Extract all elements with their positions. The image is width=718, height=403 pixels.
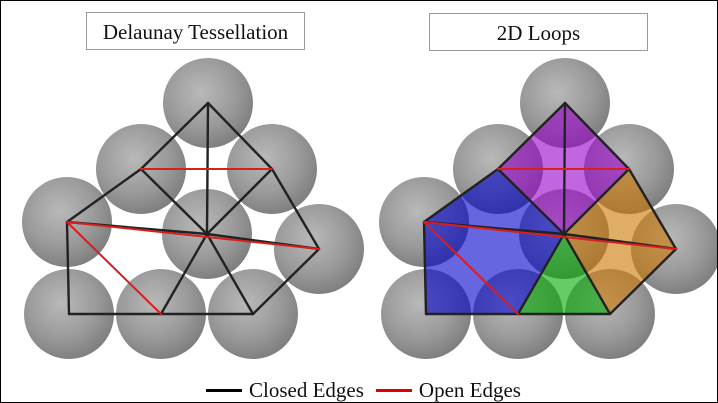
closed-edge-l-bl [65, 220, 71, 316]
closed-edge-ur-r [627, 167, 678, 251]
open-edge-l-bm [66, 221, 162, 315]
loops-panel [379, 58, 717, 359]
green-loop [518, 234, 610, 314]
closed-edge-top-ur [563, 101, 631, 171]
closed-edge-ul-c [496, 167, 566, 236]
loops-panel-title: 2D Loops [429, 13, 648, 51]
closed-edge-top-ul [139, 101, 210, 171]
closed-edge-c-br [205, 232, 255, 316]
closed-edge-r-br [251, 247, 321, 316]
open-edge-l-bm [423, 221, 519, 315]
closed-edge-l-bl [422, 220, 428, 316]
closed-edge-c-bm [516, 232, 566, 316]
closed-edges-legend-label: Closed Edges [249, 377, 364, 402]
open-edge-l-r [66, 221, 320, 250]
closed-edge-ur-r [270, 167, 321, 251]
blue-loop [424, 169, 564, 314]
diagram-canvas [22, 58, 717, 359]
closed-edge-top-ur [206, 101, 274, 171]
open-edges-legend-swatch [375, 388, 412, 392]
closed-edges-legend-swatch [206, 388, 242, 392]
delaunay-panel [22, 58, 364, 359]
closed-edge-c-bm [159, 232, 209, 316]
closed-edge-ul-l [422, 167, 500, 224]
closed-edge-ur-c [562, 167, 631, 236]
closed-edge-r-br [608, 247, 678, 316]
closed-edge-c-br [562, 232, 612, 316]
closed-edge-top-ul [496, 101, 567, 171]
closed-edge-ul-l [65, 167, 143, 224]
delaunay-panel-title: Delaunay Tessellation [86, 12, 305, 50]
closed-edge-ur-c [205, 167, 274, 236]
closed-edge-ul-c [139, 167, 209, 236]
legend: Closed Edges Open Edges [206, 377, 533, 402]
open-edges-legend-label: Open Edges [418, 377, 521, 402]
open-edge-l-r [423, 221, 677, 250]
